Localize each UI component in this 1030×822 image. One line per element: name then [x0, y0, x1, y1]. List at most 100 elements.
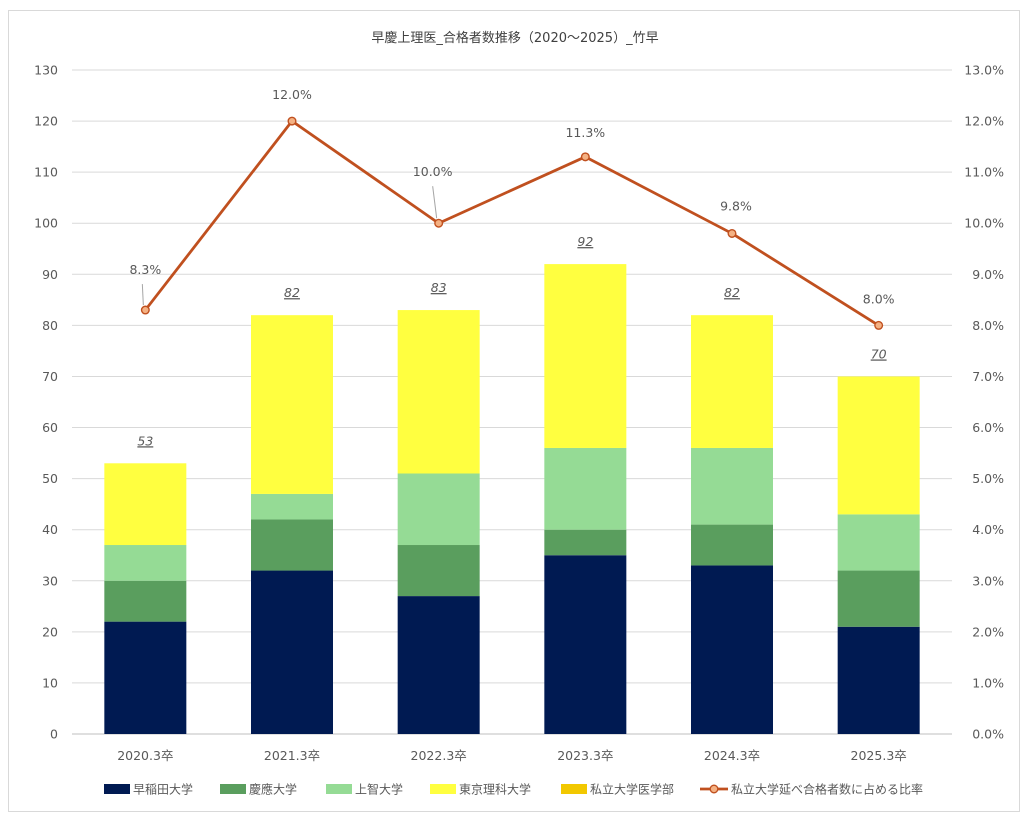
y-right-tick-label: 6.0% — [972, 420, 1004, 435]
y-left-tick-label: 10 — [42, 675, 58, 690]
ratio-point — [434, 218, 444, 228]
ratio-label: 8.0% — [863, 291, 895, 306]
y-left-tick-label: 70 — [42, 369, 58, 384]
bar-segment — [251, 519, 333, 571]
bars — [104, 264, 920, 734]
total-label: 82 — [284, 285, 300, 300]
ratio-line-path — [144, 119, 880, 327]
y-left-tick-label: 90 — [42, 267, 58, 282]
ratio-label: 10.0% — [413, 164, 453, 179]
bar-segment — [251, 570, 333, 734]
legend-label: 私立大学医学部 — [590, 782, 674, 797]
bar-segment — [837, 514, 920, 571]
y-right-tick-label: 0.0% — [972, 727, 1004, 742]
x-tick-label: 2023.3卒 — [557, 748, 613, 763]
y-left-tick-label: 0 — [50, 727, 58, 742]
x-tick-label: 2022.3卒 — [411, 748, 467, 763]
ratio-label: 12.0% — [272, 87, 312, 102]
bar-segment — [397, 596, 480, 734]
legend-swatch — [561, 784, 587, 794]
y-right-tick-label: 7.0% — [972, 369, 1004, 384]
y-right-tick-label: 10.0% — [964, 216, 1004, 231]
total-label: 70 — [871, 346, 887, 361]
bar-segment — [544, 447, 627, 530]
bar-segment — [104, 545, 187, 581]
grid-lines — [72, 69, 952, 735]
bar-segment — [691, 524, 773, 566]
y-left-tick-label: 110 — [34, 165, 58, 180]
legend-swatch — [104, 784, 130, 794]
y-left-tick-label: 100 — [34, 216, 58, 231]
y-right-tick-label: 4.0% — [972, 522, 1004, 537]
bar-segment — [397, 473, 480, 546]
total-labels: 53 82 83 92 82 70 — [137, 234, 886, 448]
bar-segment — [544, 555, 627, 734]
y-right-tick-label: 3.0% — [972, 573, 1004, 588]
bar-segment — [691, 565, 773, 734]
x-axis: 2020.3卒 2021.3卒 2022.3卒 2023.3卒 2024.3卒 2025.… — [117, 748, 907, 763]
y-right-tick-label: 12.0% — [964, 114, 1004, 129]
bar-segment — [397, 545, 480, 597]
ratio-label: 8.3% — [129, 262, 161, 277]
legend-label: 東京理科大学 — [459, 782, 531, 797]
bar-segment — [837, 570, 920, 627]
x-tick-label: 2021.3卒 — [264, 748, 320, 763]
y-left-tick-label: 60 — [42, 420, 58, 435]
left-axis: 0 10 20 30 40 50 60 70 80 90 100 110 120 130 — [34, 63, 58, 742]
bar-segment — [104, 621, 187, 734]
total-label: 53 — [137, 433, 153, 448]
y-left-tick-label: 130 — [34, 63, 58, 78]
bar-segment — [691, 315, 773, 448]
ratio-point — [727, 228, 737, 238]
total-label: 92 — [577, 234, 593, 249]
legend-label: 上智大学 — [355, 782, 403, 797]
y-left-tick-label: 30 — [42, 573, 58, 588]
bar-segment — [691, 447, 773, 525]
legend-label: 早稲田大学 — [133, 782, 193, 797]
legend-label: 私立大学延べ合格者数に占める比率 — [731, 782, 923, 797]
y-left-tick-label: 120 — [34, 114, 58, 129]
ratio-point — [580, 152, 590, 162]
bar-segment — [544, 264, 627, 448]
y-left-tick-label: 40 — [42, 522, 58, 537]
ratio-line: 8.3% 12.0% 10.0% 11.3% 9.8% 8.0% — [129, 87, 895, 330]
legend: 早稲田大学 慶應大学 上智大学 東京理科大学 私立大学医学部 私立大学延べ合格者数に占める… — [104, 782, 923, 797]
total-label: 83 — [431, 280, 447, 295]
bar-segment — [544, 529, 627, 556]
y-right-tick-label: 11.0% — [964, 165, 1004, 180]
y-right-tick-label: 9.0% — [972, 267, 1004, 282]
y-left-tick-label: 50 — [42, 471, 58, 486]
legend-label: 慶應大学 — [249, 782, 297, 797]
x-tick-label: 2025.3卒 — [851, 748, 907, 763]
x-tick-label: 2024.3卒 — [704, 748, 760, 763]
leader-line — [432, 186, 438, 219]
y-right-tick-label: 2.0% — [972, 624, 1004, 639]
bar-segment — [104, 463, 187, 546]
y-left-tick-label: 20 — [42, 624, 58, 639]
x-tick-label: 2020.3卒 — [117, 748, 173, 763]
bar-segment — [397, 310, 480, 474]
legend-swatch — [220, 784, 246, 794]
right-axis: 0.0% 1.0% 2.0% 3.0% 4.0% 5.0% 6.0% 7.0% 8.0% 9.0%… — [964, 63, 1004, 742]
legend-line-marker — [709, 784, 719, 794]
bar-segment — [837, 376, 920, 515]
ratio-label: 11.3% — [565, 125, 605, 140]
ratio-point — [287, 116, 297, 126]
leader-line — [141, 284, 144, 306]
legend-swatch — [430, 784, 456, 794]
y-right-tick-label: 13.0% — [964, 63, 1004, 78]
bar-segment — [251, 315, 333, 494]
ratio-point — [140, 305, 150, 315]
ratio-label: 9.8% — [720, 198, 752, 213]
y-left-tick-label: 80 — [42, 318, 58, 333]
legend-swatch — [326, 784, 352, 794]
y-right-tick-label: 1.0% — [972, 675, 1004, 690]
total-label: 82 — [724, 285, 740, 300]
y-right-tick-label: 8.0% — [972, 318, 1004, 333]
chart-title: 早慶上理医_合格者数推移（2020～2025）_竹早 — [371, 30, 658, 46]
bar-segment — [837, 626, 920, 734]
bar-segment — [104, 580, 187, 622]
ratio-point — [874, 320, 884, 330]
bar-segment — [251, 493, 333, 520]
